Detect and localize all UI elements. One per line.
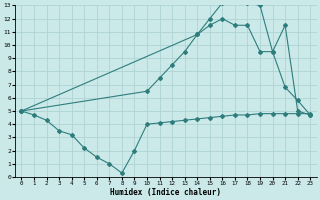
X-axis label: Humidex (Indice chaleur): Humidex (Indice chaleur) <box>110 188 221 197</box>
